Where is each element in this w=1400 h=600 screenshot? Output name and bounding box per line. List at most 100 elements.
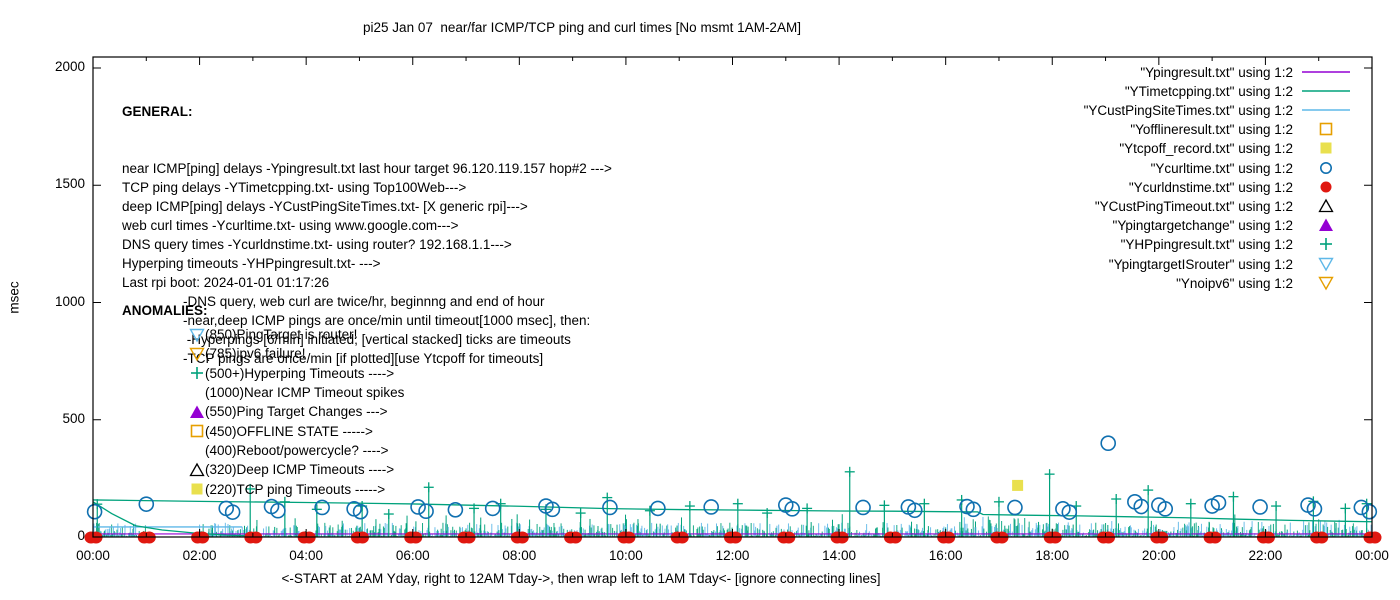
series-tcpoff <box>1012 479 1024 491</box>
series-hpping <box>92 466 1372 537</box>
general-line: TCP ping delays -YTimetcpping.txt- using… <box>122 180 467 195</box>
legend-marker <box>1300 179 1352 195</box>
square-filled-icon <box>1320 142 1332 154</box>
legend-entry-label: "Ypingresult.txt" using 1:2 <box>1140 64 1293 80</box>
x-tick-label: 10:00 <box>609 548 643 563</box>
series-curltime <box>86 435 1378 520</box>
triangle-down-open-icon <box>188 347 205 362</box>
x-tick-label: 12:00 <box>715 548 750 563</box>
x-tick-label: 02:00 <box>182 548 217 563</box>
legend-entry-label: "Ynoipv6" using 1:2 <box>1176 275 1293 291</box>
general-line: web curl times -Ycurltime.txt- using www… <box>122 218 459 233</box>
anomaly-spacer <box>188 442 205 458</box>
legend-marker <box>1300 140 1352 156</box>
anomaly-label: (1000)Near ICMP Timeout spikes <box>205 385 405 401</box>
legend-entry-label: "YpingtargetISrouter" using 1:2 <box>1108 256 1293 272</box>
x-tick-label: 00:00 <box>1355 548 1389 563</box>
square-open-icon <box>190 424 203 438</box>
general-indented-line: -Hyperpings [6/min] initiated; [vertical… <box>183 332 571 347</box>
anomaly-label: (320)Deep ICMP Timeouts ----> <box>205 462 395 478</box>
triangle-down-open-icon <box>188 327 205 343</box>
legend-entry-label: "YCustPingSiteTimes.txt" using 1:2 <box>1083 102 1293 118</box>
x-tick-label: 04:00 <box>289 548 324 563</box>
y-tick-label: 1500 <box>54 176 85 192</box>
general-line: near ICMP[ping] delays -Ypingresult.txt … <box>122 161 612 176</box>
square-open-icon <box>1319 122 1333 136</box>
y-tick-label: 500 <box>62 410 85 426</box>
y-tick-label: 0 <box>77 528 85 543</box>
anomaly-item: (320)Deep ICMP Timeouts ----> <box>188 460 404 479</box>
anomaly-item: (450)OFFLINE STATE -----> <box>188 421 404 440</box>
legend-marker <box>1300 64 1352 80</box>
anomaly-item: (220)TCP ping Timeouts -----> <box>188 479 404 498</box>
anomaly-item: (500+)Hyperping Timeouts ----> <box>188 364 404 383</box>
line-sample-icon <box>1302 109 1350 111</box>
square-filled-icon <box>188 481 205 497</box>
anomaly-item: (400)Reboot/powercycle? ----> <box>188 441 404 460</box>
general-note-block: GENERAL: near ICMP[ping] delays -Ypingre… <box>122 64 612 368</box>
anomaly-label: (400)Reboot/powercycle? ----> <box>205 442 389 458</box>
triangle-down-open-icon <box>188 346 205 362</box>
general-line: Hyperping timeouts -YHPpingresult.txt- -… <box>122 256 381 271</box>
legend-marker <box>1300 275 1352 291</box>
general-indented-line: -TCP pings are once/min [if plotted][use… <box>183 351 544 366</box>
triangle-filled-icon <box>189 405 204 418</box>
legend-entry-label: "Ypingtargetchange" using 1:2 <box>1112 218 1293 234</box>
legend-entry-label: "Ycurldnstime.txt" using 1:2 <box>1128 179 1293 195</box>
triangle-open-icon <box>1318 198 1334 213</box>
plus-icon <box>190 367 203 380</box>
anomaly-label: (500+)Hyperping Timeouts ----> <box>205 365 395 381</box>
anomaly-spacer <box>188 385 205 401</box>
legend-marker <box>1300 160 1352 176</box>
anomaly-item: (850)PingTarget is router! <box>188 325 404 344</box>
legend-entry-label: "YCustPingTimeout.txt" using 1:2 <box>1094 198 1293 214</box>
legend-marker <box>1300 198 1352 214</box>
legend-entry-label: "YHPpingresult.txt" using 1:2 <box>1120 237 1293 253</box>
general-line: DNS query times -Ycurldnstime.txt- using… <box>122 237 512 252</box>
circle-filled-icon <box>1320 181 1332 193</box>
triangle-open-icon <box>188 462 205 476</box>
x-tick-label: 16:00 <box>928 548 963 563</box>
legend-marker <box>1300 83 1352 99</box>
x-tick-label: 06:00 <box>395 548 430 563</box>
x-tick-label: 18:00 <box>1035 548 1070 563</box>
legend-marker <box>1300 256 1352 272</box>
line-sample-icon <box>1302 89 1350 92</box>
anomaly-label: (850)PingTarget is router! <box>205 327 358 343</box>
plus-icon <box>1320 238 1332 251</box>
legend-entry-label: "Yofflineresult.txt" using 1:2 <box>1130 122 1293 138</box>
general-indented-line: -near,deep ICMP pings are once/min until… <box>183 313 591 328</box>
triangle-down-open-icon <box>1318 257 1334 271</box>
circle-open-icon <box>1319 161 1332 174</box>
x-tick-label: 14:00 <box>822 548 856 563</box>
anomalies-list: (850)PingTarget is router! (785)ipv6 fail… <box>188 325 404 499</box>
plot-frame <box>92 56 1373 538</box>
square-filled-icon <box>191 483 202 495</box>
triangle-filled-icon <box>1319 218 1333 232</box>
x-tick-label: 00:00 <box>76 548 110 563</box>
general-line: Last rpi boot: 2024-01-01 01:17:26 <box>122 275 330 290</box>
legend-entry-label: "Ycurltime.txt" using 1:2 <box>1150 160 1293 176</box>
anomaly-label: (220)TCP ping Timeouts -----> <box>205 481 386 497</box>
legend-marker <box>1300 121 1352 137</box>
legend-marker <box>1300 217 1352 233</box>
anomalies-heading: ANOMALIES: <box>122 303 208 318</box>
line-sample-icon <box>1302 70 1350 73</box>
triangle-filled-icon <box>188 404 205 420</box>
series-timetcpping <box>92 499 1373 537</box>
anomaly-item: (1000)Near ICMP Timeout spikes <box>188 383 404 402</box>
x-axis-label: <-START at 2AM Yday, right to 12AM Tday-… <box>281 571 881 586</box>
anomaly-label: (550)Ping Target Changes ---> <box>205 404 388 420</box>
legend-marker <box>1300 102 1352 118</box>
anomaly-label: (450)OFFLINE STATE -----> <box>205 423 373 439</box>
x-tick-label: 20:00 <box>1141 548 1176 563</box>
x-tick-label: 08:00 <box>502 548 537 563</box>
y-axis-label: msec <box>6 281 22 314</box>
general-line: deep ICMP[ping] delays -YCustPingSiteTim… <box>122 199 528 214</box>
square-open-icon <box>188 423 205 439</box>
legend-entry-label: "Ytcpoff_record.txt" using 1:2 <box>1119 141 1293 157</box>
chart-title: pi25 Jan 07 near/far ICMP/TCP ping and c… <box>363 20 801 35</box>
legend-marker <box>1300 236 1352 252</box>
x-tick-label: 22:00 <box>1248 548 1283 563</box>
